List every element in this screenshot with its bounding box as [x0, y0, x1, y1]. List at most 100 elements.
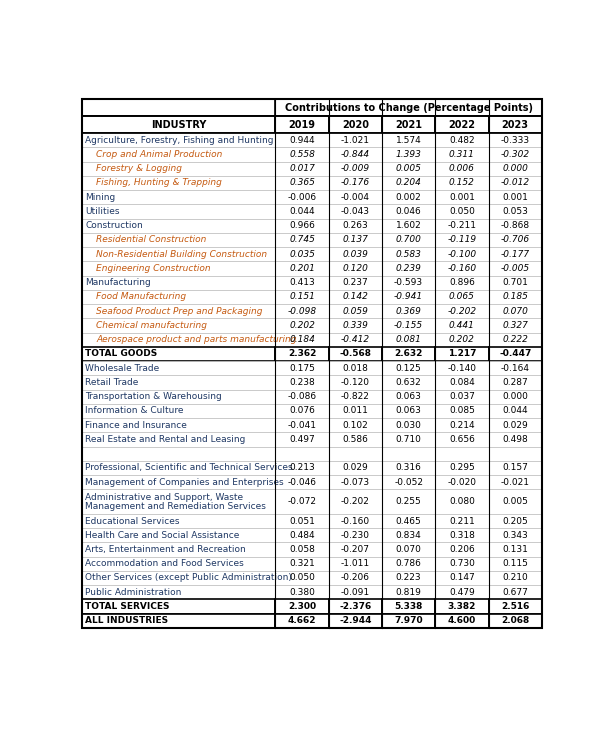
Text: -0.006: -0.006	[287, 193, 317, 202]
Text: 0.058: 0.058	[289, 545, 315, 554]
Bar	[82, 290, 275, 304]
Bar	[329, 542, 382, 556]
Text: 0.558: 0.558	[289, 150, 315, 159]
Bar	[82, 446, 275, 460]
Text: 0.005: 0.005	[502, 497, 528, 506]
Bar	[382, 585, 435, 599]
Bar	[382, 346, 435, 361]
Bar	[275, 218, 329, 232]
Text: -0.073: -0.073	[341, 478, 370, 487]
Text: -0.177: -0.177	[501, 250, 530, 259]
Bar	[382, 514, 435, 528]
Bar	[488, 446, 542, 460]
Bar	[488, 116, 542, 133]
Bar	[329, 514, 382, 528]
Text: 0.050: 0.050	[289, 574, 315, 583]
Bar	[329, 599, 382, 613]
Text: Accommodation and Food Services: Accommodation and Food Services	[85, 560, 244, 568]
Bar	[382, 176, 435, 190]
Bar	[275, 204, 329, 218]
Text: 0.085: 0.085	[449, 406, 475, 416]
Text: Finance and Insurance: Finance and Insurance	[85, 421, 188, 430]
Text: Forestry & Logging: Forestry & Logging	[96, 164, 182, 173]
Bar	[82, 133, 275, 147]
Bar	[82, 542, 275, 556]
Text: 0.125: 0.125	[396, 364, 421, 373]
Text: Administrative and Support, Waste: Administrative and Support, Waste	[85, 494, 244, 502]
Bar	[82, 346, 275, 361]
Bar	[275, 542, 329, 556]
Bar	[382, 304, 435, 318]
Text: -0.155: -0.155	[394, 321, 423, 330]
Text: 1.574: 1.574	[396, 136, 421, 145]
Text: -0.046: -0.046	[287, 478, 317, 487]
Text: -0.202: -0.202	[448, 307, 476, 316]
Bar	[435, 375, 488, 389]
Text: 0.044: 0.044	[502, 406, 528, 416]
Bar	[329, 332, 382, 346]
Text: 0.222: 0.222	[502, 335, 528, 344]
Bar	[82, 389, 275, 404]
Bar	[382, 190, 435, 204]
Bar	[329, 418, 382, 432]
Bar	[329, 190, 382, 204]
Text: 0.065: 0.065	[449, 292, 475, 302]
Bar	[82, 418, 275, 432]
Bar	[488, 290, 542, 304]
Bar	[488, 556, 542, 571]
Bar	[435, 247, 488, 261]
Text: 0.255: 0.255	[396, 497, 421, 506]
Bar	[275, 489, 329, 514]
Bar	[82, 190, 275, 204]
Bar	[435, 361, 488, 375]
Text: -0.207: -0.207	[341, 545, 370, 554]
Text: 0.000: 0.000	[502, 164, 528, 173]
Bar	[382, 232, 435, 247]
Text: 0.006: 0.006	[449, 164, 475, 173]
Text: -0.202: -0.202	[341, 497, 370, 506]
Bar	[382, 116, 435, 133]
Text: 1.393: 1.393	[396, 150, 421, 159]
Text: 0.211: 0.211	[449, 517, 475, 526]
Bar	[488, 218, 542, 232]
Text: 0.120: 0.120	[342, 264, 368, 273]
Text: -0.072: -0.072	[287, 497, 317, 506]
Text: Transportation & Warehousing: Transportation & Warehousing	[85, 392, 222, 401]
Bar	[329, 475, 382, 489]
Text: 2.632: 2.632	[395, 350, 423, 358]
Text: Public Administration: Public Administration	[85, 588, 182, 597]
Text: -0.052: -0.052	[394, 478, 423, 487]
Text: 0.152: 0.152	[449, 178, 475, 188]
Bar	[382, 375, 435, 389]
Bar	[82, 304, 275, 318]
Bar	[82, 318, 275, 332]
Bar	[488, 514, 542, 528]
Text: 0.115: 0.115	[502, 560, 528, 568]
Text: Manufacturing: Manufacturing	[85, 278, 151, 287]
Text: 2023: 2023	[502, 120, 529, 130]
Text: 0.583: 0.583	[396, 250, 421, 259]
Bar	[435, 232, 488, 247]
Bar	[488, 176, 542, 190]
Text: Contributions to Change (Percentage Points): Contributions to Change (Percentage Poin…	[284, 103, 533, 112]
Bar	[382, 446, 435, 460]
Bar	[488, 247, 542, 261]
Text: -0.230: -0.230	[341, 531, 370, 540]
Text: Real Estate and Rental and Leasing: Real Estate and Rental and Leasing	[85, 435, 246, 444]
Bar	[82, 147, 275, 161]
Text: 0.076: 0.076	[289, 406, 315, 416]
Text: 0.223: 0.223	[396, 574, 421, 583]
Bar	[329, 176, 382, 190]
Text: Fishing, Hunting & Trapping: Fishing, Hunting & Trapping	[96, 178, 222, 188]
Text: -0.176: -0.176	[341, 178, 370, 188]
Bar	[435, 318, 488, 332]
Text: Agriculture, Forestry, Fishing and Hunting: Agriculture, Forestry, Fishing and Hunti…	[85, 136, 274, 145]
Bar	[275, 261, 329, 275]
Bar	[329, 261, 382, 275]
Text: -2.376: -2.376	[339, 602, 371, 611]
Bar	[488, 204, 542, 218]
Bar	[82, 614, 275, 628]
Text: 0.677: 0.677	[502, 588, 528, 597]
Text: Utilities: Utilities	[85, 207, 120, 216]
Bar	[488, 147, 542, 161]
